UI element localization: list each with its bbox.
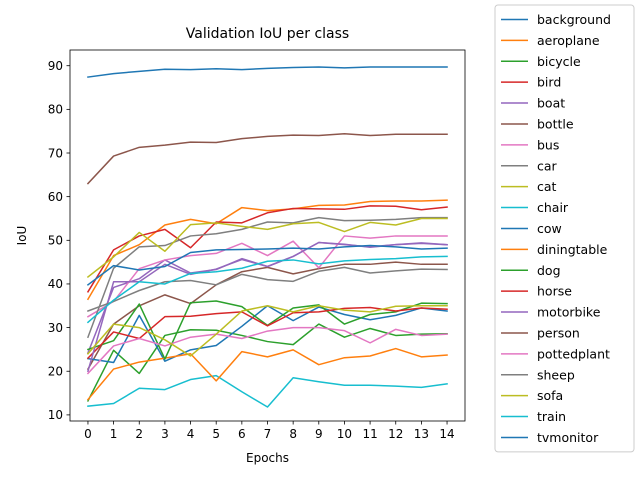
x-tick-label: 8 [289, 427, 297, 441]
legend-label-dog: dog [537, 263, 561, 278]
x-tick-label: 6 [238, 427, 246, 441]
x-tick-label: 5 [212, 427, 220, 441]
y-axis: 10 20 30 40 50 60 70 80 90 [48, 59, 70, 422]
series-line-tvmonitor [86, 244, 448, 286]
y-tick-label: 60 [48, 190, 63, 204]
y-tick-label: 70 [48, 146, 63, 160]
legend-label-cat: cat [537, 179, 557, 194]
x-tick-label: 12 [388, 427, 403, 441]
legend-label-background: background [537, 12, 611, 27]
series-line-bottle [86, 261, 448, 371]
legend-label-tvmonitor: tvmonitor [537, 430, 599, 445]
series-line-cat [86, 217, 448, 279]
x-tick-label: 3 [161, 427, 169, 441]
legend-label-sheep: sheep [537, 367, 575, 382]
legend-label-bird: bird [537, 75, 561, 90]
x-tick-label: 13 [414, 427, 429, 441]
series-line-person [86, 133, 448, 185]
legend-label-aeroplane: aeroplane [537, 33, 600, 48]
x-tick-label: 9 [315, 427, 323, 441]
x-tick-label: 1 [110, 427, 118, 441]
series-line-diningtable [86, 347, 448, 401]
legend-label-bus: bus [537, 137, 559, 152]
plot-lines [86, 66, 448, 408]
x-tick-label: 11 [362, 427, 377, 441]
x-axis: 0 1 2 3 4 5 6 7 8 9 10 11 12 13 14 [84, 421, 455, 441]
y-tick-label: 50 [48, 234, 63, 248]
series-line-bird [86, 205, 448, 293]
series-line-background [87, 66, 448, 78]
legend-label-car: car [537, 158, 558, 173]
y-axis-title: IoU [15, 226, 29, 246]
x-tick-label: 2 [135, 427, 143, 441]
legend-label-cow: cow [537, 221, 562, 236]
y-tick-label: 90 [48, 59, 63, 73]
legend-label-chair: chair [537, 200, 569, 215]
legend-label-pottedplant: pottedplant [537, 346, 610, 361]
legend-label-train: train [537, 409, 566, 424]
legend-label-bottle: bottle [537, 116, 574, 131]
series-line-chair [87, 374, 448, 408]
x-axis-title: Epochs [246, 451, 289, 465]
series-line-motorbike [87, 241, 448, 373]
series-line-train [86, 255, 448, 324]
series-line-car [86, 216, 448, 339]
series-line-sofa [86, 305, 448, 357]
legend-label-motorbike: motorbike [537, 305, 601, 320]
series-line-sheep [86, 266, 448, 312]
series-line-pottedplant [86, 326, 448, 375]
y-tick-label: 80 [48, 103, 63, 117]
y-tick-label: 30 [48, 321, 63, 335]
x-tick-label: 14 [439, 427, 454, 441]
legend-label-diningtable: diningtable [537, 242, 608, 257]
x-tick-label: 4 [187, 427, 195, 441]
legend-label-sofa: sofa [537, 388, 563, 403]
y-tick-label: 40 [48, 277, 63, 291]
legend-box [494, 4, 635, 453]
chart-title: Validation IoU per class [186, 26, 349, 42]
x-tick-label: 0 [84, 427, 92, 441]
series-line-bus [86, 235, 448, 318]
legend-label-horse: horse [537, 284, 572, 299]
y-tick-label: 10 [48, 408, 63, 422]
legend-label-boat: boat [537, 96, 565, 111]
legend-label-person: person [537, 325, 580, 340]
x-tick-label: 10 [337, 427, 352, 441]
x-tick-label: 7 [264, 427, 272, 441]
legend: background aeroplane bicycle bird boat bottle… [494, 4, 635, 453]
y-tick-label: 20 [48, 365, 63, 379]
legend-label-bicycle: bicycle [537, 54, 581, 69]
